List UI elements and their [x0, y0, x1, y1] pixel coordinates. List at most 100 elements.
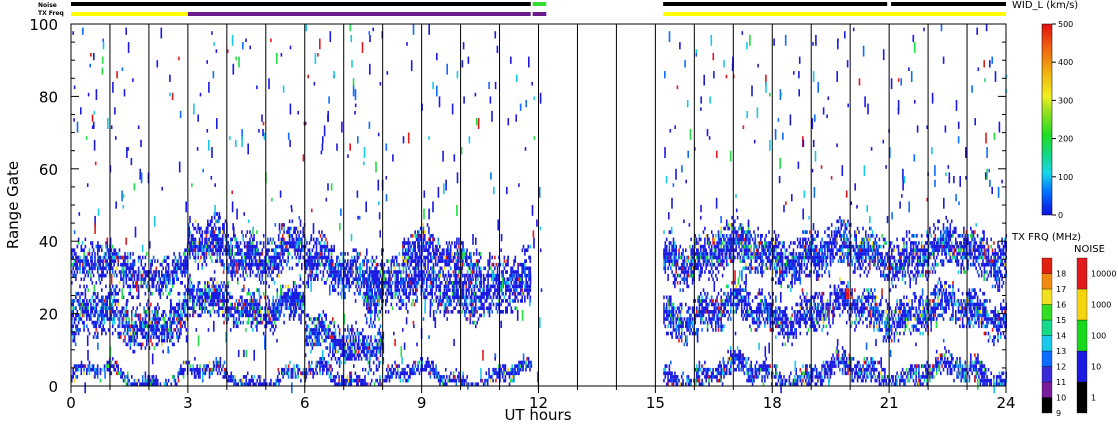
echo-cell: [196, 302, 198, 307]
echo-cell: [192, 237, 194, 242]
echo-cell: [223, 248, 225, 253]
echo-cell: [237, 241, 239, 245]
echo-cell: [152, 375, 155, 379]
echo-cell: [449, 252, 452, 256]
echo-cell: [234, 237, 236, 242]
echo-cell: [144, 281, 147, 285]
echo-cell: [141, 317, 144, 321]
echo-cell: [75, 259, 77, 263]
echo-cell: [348, 281, 350, 285]
echo-cell: [166, 331, 168, 336]
echo-cell: [281, 371, 283, 376]
echo-cell: [182, 360, 185, 365]
echo-cell: [282, 241, 284, 245]
echo-cell: [407, 375, 410, 379]
echo-cell: [415, 299, 417, 303]
echo-cell: [506, 371, 508, 376]
echo-cell: [283, 223, 285, 227]
echo-cell: [256, 302, 258, 307]
echo-cell: [375, 291, 378, 296]
echo-cell: [106, 248, 109, 253]
echo-cell: [365, 382, 368, 387]
echo-cell: [216, 364, 219, 368]
echo-cell: [177, 320, 179, 325]
echo-cell: [349, 335, 352, 339]
echo-cell: [370, 284, 372, 289]
echo-cell: [254, 306, 257, 311]
echo-cell: [466, 262, 468, 267]
echo-cell: [223, 295, 225, 300]
echo-cell: [143, 335, 145, 339]
echo-cell: [343, 382, 346, 387]
echo-cell: [479, 252, 482, 256]
echo-cell: [307, 335, 310, 339]
echo-cell: [295, 291, 298, 296]
echo-cell: [126, 382, 129, 387]
echo-cell: [421, 364, 423, 368]
echo-cell: [182, 266, 185, 271]
echo-cell: [124, 338, 126, 343]
echo-cell: [417, 244, 419, 249]
echo-cell: [271, 241, 273, 245]
echo-cell: [135, 331, 137, 336]
echo-cell: [434, 248, 437, 253]
echo-cell: [462, 273, 465, 278]
echo-cell: [242, 266, 244, 271]
echo-cell: [110, 252, 113, 256]
echo-cell: [329, 270, 331, 274]
echo-cell: [468, 284, 470, 289]
echo-cell: [192, 291, 194, 296]
echo-cell: [490, 295, 492, 300]
echo-cell: [488, 375, 490, 379]
echo-cell: [308, 270, 311, 274]
echo-cell: [197, 281, 199, 285]
echo-cell: [456, 255, 459, 260]
echo-cell: [201, 266, 204, 271]
echo-cell: [344, 295, 346, 300]
echo-cell: [521, 299, 523, 303]
echo-cell: [231, 237, 234, 242]
echo-cell: [133, 277, 136, 282]
echo-cell: [294, 299, 296, 303]
echo-cell: [254, 299, 257, 303]
echo-cell: [94, 313, 96, 318]
echo-cell: [520, 262, 522, 267]
echo-cell: [351, 378, 354, 383]
echo-cell: [173, 313, 175, 318]
echo-cell: [290, 375, 293, 379]
echo-cell: [322, 310, 325, 314]
echo-cell: [106, 360, 109, 365]
echo-cell: [273, 317, 276, 321]
echo-cell: [102, 324, 104, 329]
echo-cell: [251, 378, 253, 383]
echo-cell: [92, 320, 95, 325]
echo-cell: [277, 270, 280, 274]
echo-cell: [184, 313, 186, 318]
echo-cell: [282, 255, 284, 260]
echo-cell: [325, 335, 327, 339]
echo-cell: [117, 259, 119, 263]
echo-cell: [448, 252, 451, 256]
echo-cell: [216, 244, 219, 249]
echo-cell: [79, 295, 81, 300]
echo-cell: [337, 266, 340, 271]
echo-cell: [472, 306, 474, 311]
echo-cell: [447, 284, 450, 289]
echo-cell: [402, 241, 404, 245]
echo-cell: [205, 234, 208, 238]
echo-cell: [291, 299, 294, 303]
echo-cell: [367, 349, 370, 354]
echo-cell: [144, 382, 147, 387]
echo-cell: [305, 375, 308, 379]
echo-cell: [449, 248, 452, 253]
echo-cell: [281, 367, 283, 372]
echo-cell: [463, 248, 466, 253]
echo-cell: [337, 273, 340, 278]
echo-cell: [334, 328, 337, 332]
echo-cell: [403, 262, 406, 267]
echo-cell: [301, 306, 303, 311]
echo-cell: [125, 277, 128, 282]
echo-cell: [227, 378, 230, 383]
echo-cell: [317, 237, 319, 242]
echo-cell: [246, 262, 249, 267]
